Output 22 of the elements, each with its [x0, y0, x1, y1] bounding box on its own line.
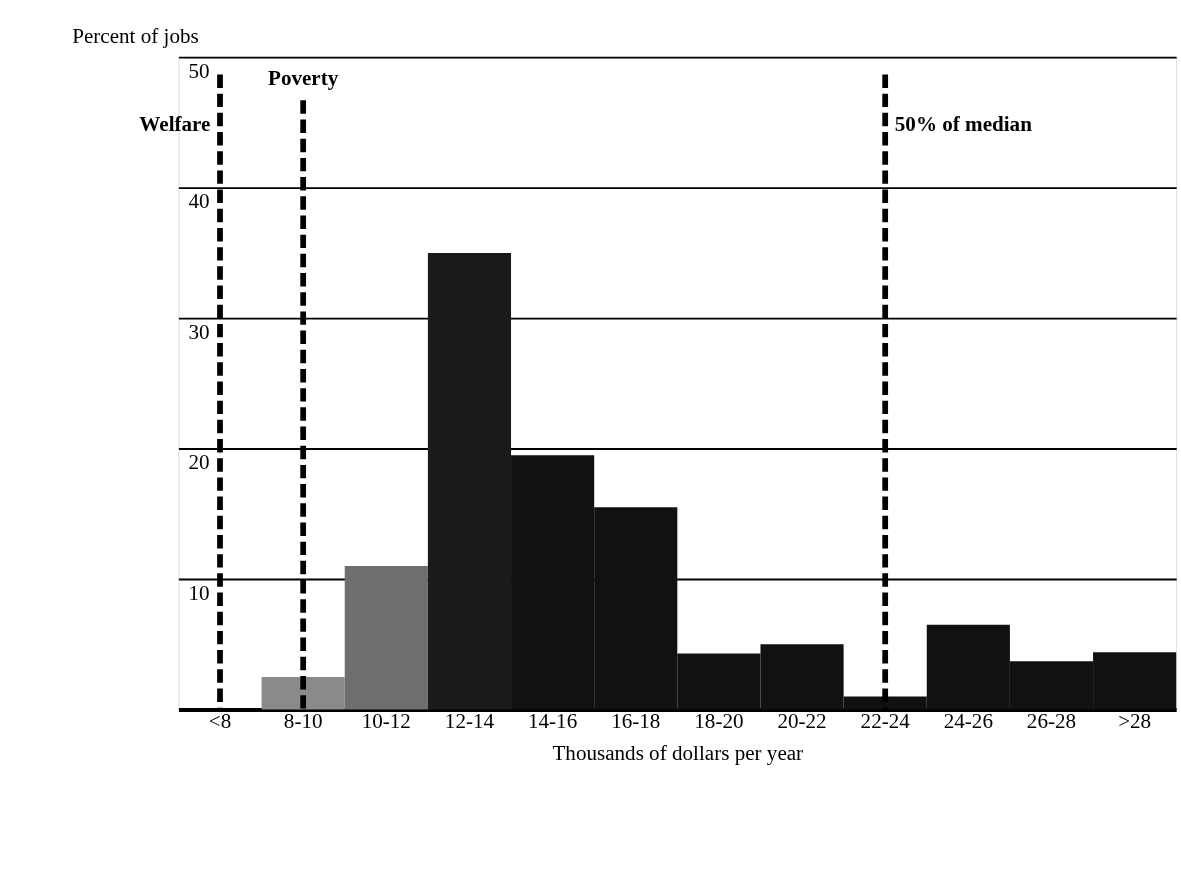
x-tick-label: 24-26 — [943, 709, 993, 734]
x-tick-label: 20-22 — [777, 709, 827, 734]
x-tick-label: 12-14 — [444, 709, 495, 734]
ref-line-label: Poverty — [268, 66, 339, 90]
x-tick-label: 22-24 — [860, 709, 911, 734]
y-axis-title: Percent of jobs — [72, 23, 199, 48]
x-tick-label: <8 — [208, 709, 232, 734]
x-tick-label: 16-18 — [611, 709, 661, 734]
x-tick-label: 8-10 — [283, 709, 323, 734]
x-tick-label: 10-12 — [361, 709, 411, 734]
x-tick-label: 26-28 — [1026, 709, 1077, 734]
y-tick-label: 20 — [188, 450, 210, 475]
y-tick-label: 30 — [188, 319, 210, 344]
ref-line-label: Welfare — [139, 112, 211, 137]
y-tick-label: 50 — [188, 58, 210, 83]
ref-line-label: 50% of median — [894, 112, 1033, 137]
y-tick-label: 40 — [188, 189, 210, 214]
x-tick-label: >28 — [1118, 709, 1152, 734]
x-tick-label: 18-20 — [694, 709, 744, 734]
y-tick-label: 10 — [188, 580, 210, 605]
x-axis-title: Thousands of dollars per year — [552, 740, 804, 765]
x-tick-label: 14-16 — [528, 709, 578, 734]
